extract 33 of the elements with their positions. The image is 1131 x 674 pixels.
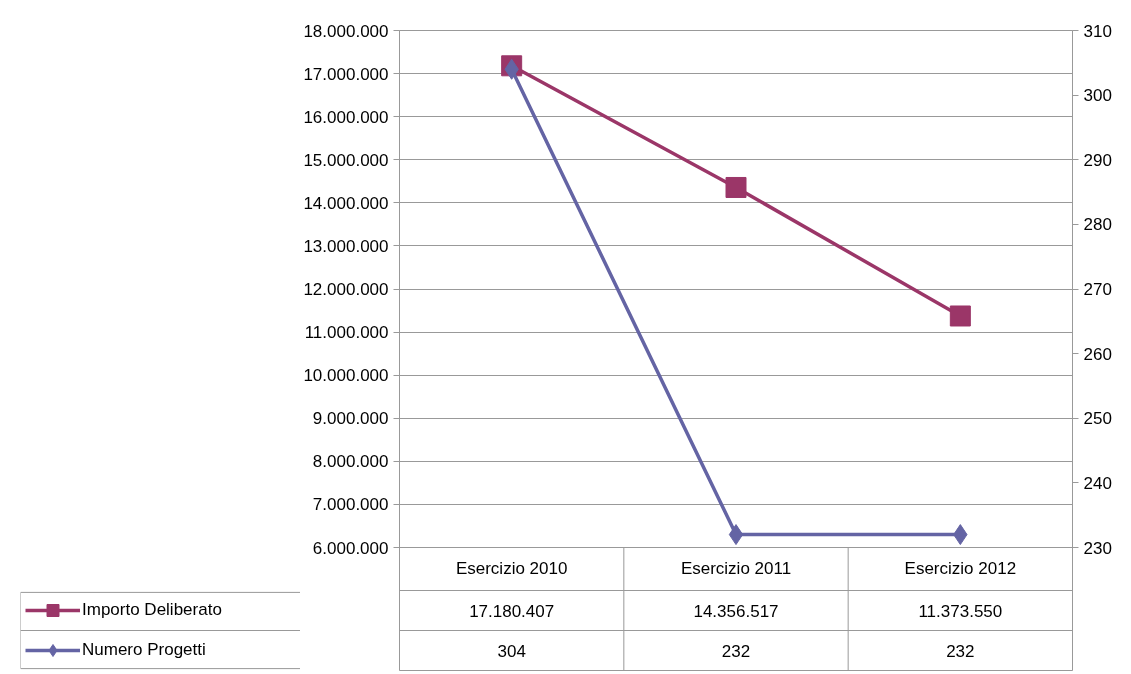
y-tick-label: 15.000.000 [303,150,389,170]
data-label: 17.180.407 [469,601,555,621]
y2-tick-label: 310 [1083,21,1112,41]
y2-tick-label: 270 [1083,280,1112,299]
y-tick-label: 10.000.000 [303,366,389,386]
legend-label: Numero Progetti [82,640,206,660]
y-tick-label: 14.000.000 [303,193,389,213]
data-label: 232 [721,641,751,661]
y-tick-label: 8.000.000 [312,452,389,472]
y2-tick-label: 240 [1083,473,1112,493]
y2-tick-label: 250 [1083,409,1112,429]
y2-tick-label: 290 [1083,150,1112,170]
x-tick-label: Esercizio 2012 [904,559,1017,578]
y-tick-label: 7.000.000 [312,495,389,515]
y-tick-label: 6.000.000 [312,538,389,558]
y-tick-label: 13.000.000 [303,236,389,256]
y-tick-label: 12.000.000 [303,280,389,299]
y2-tick-label: 300 [1083,86,1112,106]
y-tick-label: 17.000.000 [303,64,389,84]
data-label: 14.356.517 [693,601,779,621]
data-label: 304 [497,641,526,661]
y2-tick-label: 230 [1083,538,1112,558]
y2-tick-label: 260 [1083,344,1112,364]
y-tick-label: 16.000.000 [303,107,389,127]
y2-tick-label: 280 [1083,215,1112,235]
x-tick-label: Esercizio 2010 [455,559,568,578]
y-tick-label: 11.000.000 [304,323,389,343]
y-tick-label: 18.000.000 [303,21,389,41]
data-label: 232 [946,641,975,661]
x-tick-label: Esercizio 2011 [680,559,792,578]
legend-label: Importo Deliberato [82,600,222,620]
y-tick-label: 9.000.000 [312,409,389,429]
data-label: 11.373.550 [918,601,1003,621]
